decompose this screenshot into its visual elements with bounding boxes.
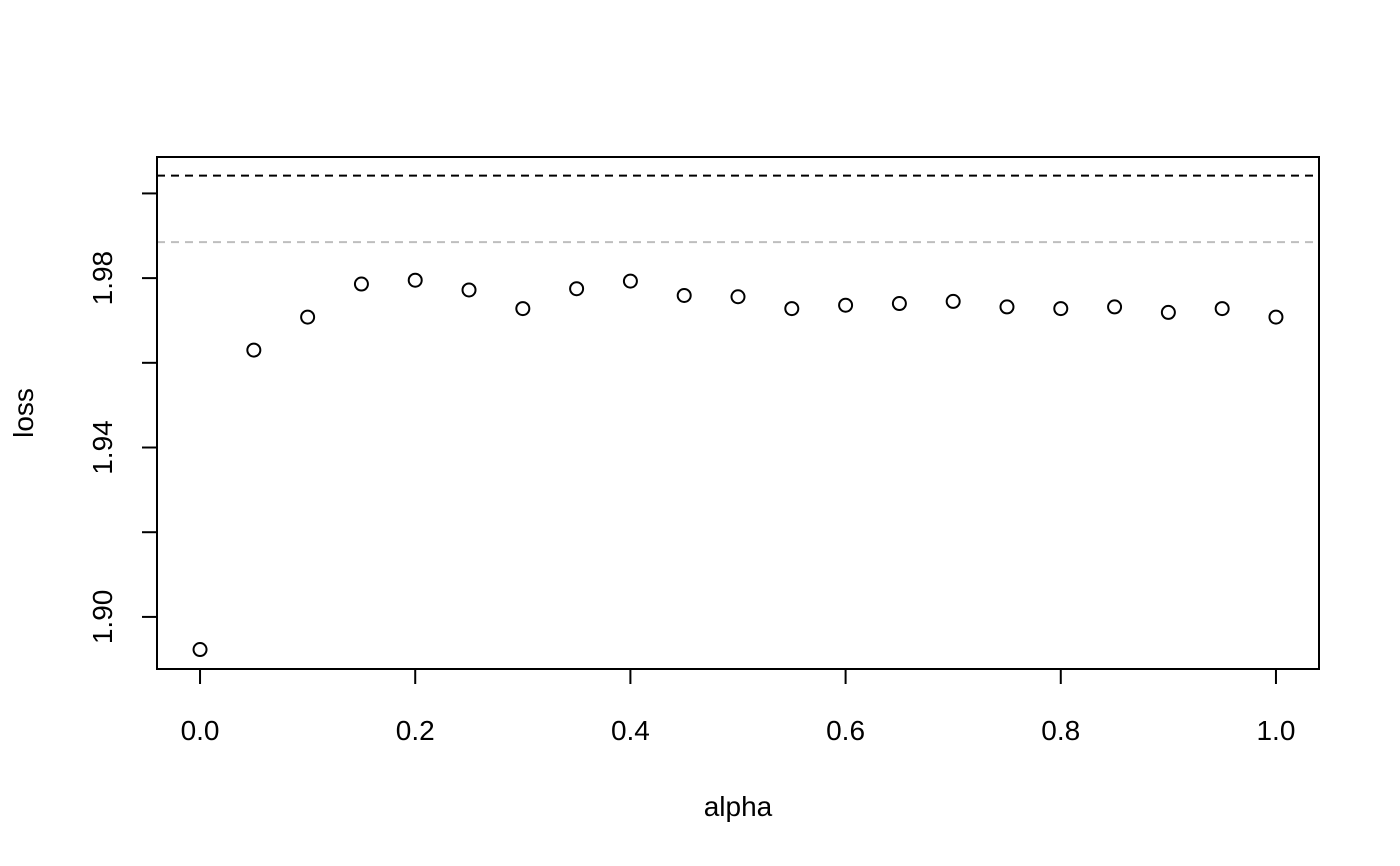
data-point (569, 281, 585, 297)
x-tick-label: 1.0 (1256, 715, 1295, 746)
x-tick-label: 0.6 (826, 715, 865, 746)
y-axis-title: loss (8, 388, 39, 438)
data-point (1107, 299, 1123, 315)
data-point (246, 342, 262, 358)
y-tick-label: 1.90 (87, 590, 118, 645)
data-point (622, 273, 638, 289)
data-point (891, 296, 907, 312)
data-point (838, 297, 854, 313)
data-point (461, 282, 477, 298)
x-tick-label: 0.2 (396, 715, 435, 746)
data-point (1214, 301, 1230, 317)
x-axis-title: alpha (704, 791, 773, 822)
y-tick-label: 1.94 (87, 420, 118, 475)
data-point (1053, 301, 1069, 317)
plot-frame (156, 156, 1320, 670)
data-point (999, 299, 1015, 315)
x-tick-label: 0.0 (181, 715, 220, 746)
data-point (1268, 309, 1284, 325)
data-point (730, 289, 746, 305)
x-tick-label: 0.4 (611, 715, 650, 746)
data-point (676, 287, 692, 303)
x-tick-label: 0.8 (1041, 715, 1080, 746)
data-point (1160, 304, 1176, 320)
y-tick-label: 1.98 (87, 251, 118, 306)
data-point (300, 309, 316, 325)
y-axis: 1.90 1.94 1.98 (87, 192, 158, 645)
data-point (784, 301, 800, 317)
data-point (353, 276, 369, 292)
data-point (407, 272, 423, 288)
data-point (945, 293, 961, 309)
data-points (192, 272, 1284, 658)
x-axis: 0.0 0.2 0.4 0.6 0.8 1.0 (181, 668, 1295, 746)
data-point (515, 301, 531, 317)
data-point (192, 642, 208, 658)
reference-lines (157, 174, 1319, 244)
